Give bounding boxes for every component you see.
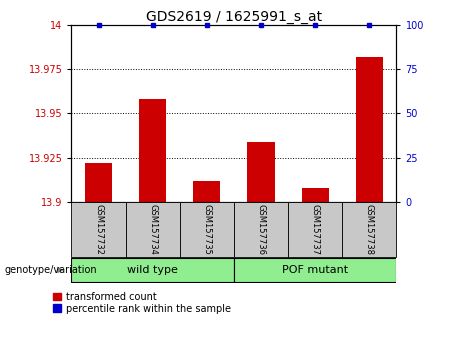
- Bar: [288, 202, 342, 257]
- Bar: [71, 258, 234, 282]
- Text: GSM157732: GSM157732: [94, 204, 103, 255]
- Bar: [139, 99, 166, 202]
- Bar: [85, 163, 112, 202]
- Bar: [193, 181, 220, 202]
- Title: GDS2619 / 1625991_s_at: GDS2619 / 1625991_s_at: [146, 10, 322, 24]
- Bar: [180, 202, 234, 257]
- Text: genotype/variation: genotype/variation: [5, 265, 97, 275]
- Bar: [234, 202, 288, 257]
- Bar: [125, 202, 180, 257]
- Bar: [71, 202, 125, 257]
- Text: POF mutant: POF mutant: [282, 265, 348, 275]
- Text: GSM157738: GSM157738: [365, 204, 374, 255]
- Text: GSM157735: GSM157735: [202, 204, 212, 255]
- Text: GSM157736: GSM157736: [256, 204, 266, 255]
- Text: GSM157737: GSM157737: [311, 204, 320, 255]
- Bar: [342, 202, 396, 257]
- Bar: [234, 258, 396, 282]
- Bar: [248, 142, 275, 202]
- Bar: [301, 188, 329, 202]
- Text: GSM157734: GSM157734: [148, 204, 157, 255]
- Legend: transformed count, percentile rank within the sample: transformed count, percentile rank withi…: [53, 292, 231, 314]
- Bar: [356, 57, 383, 202]
- Text: wild type: wild type: [127, 265, 178, 275]
